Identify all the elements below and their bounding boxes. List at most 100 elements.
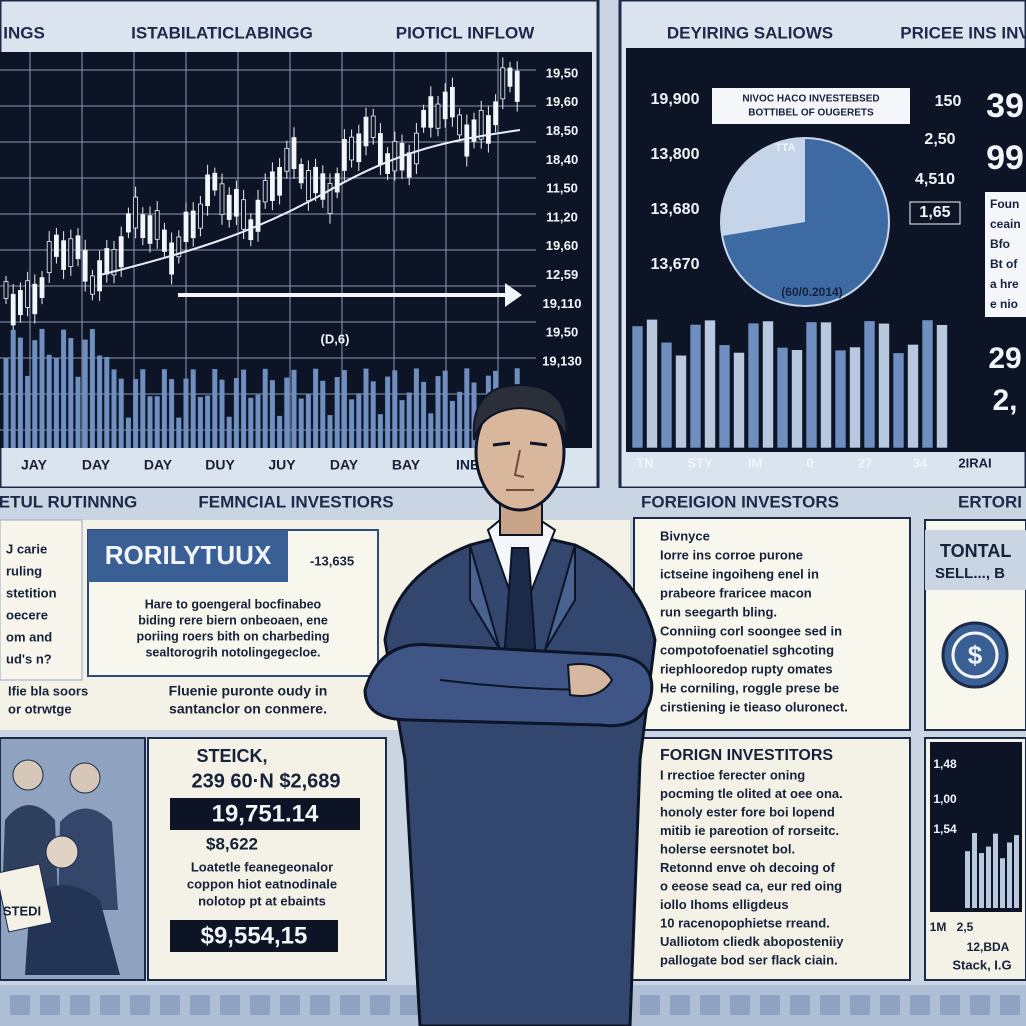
- candle: [305, 170, 311, 202]
- volume-bar: [205, 395, 211, 448]
- bar: [747, 322, 760, 449]
- volume-bar: [226, 416, 232, 448]
- candle: [349, 136, 355, 161]
- volume-bar: [363, 368, 369, 448]
- candle: [197, 203, 203, 229]
- candle: [118, 236, 124, 268]
- small-bar: [979, 853, 984, 908]
- volume-bar: [197, 397, 203, 448]
- x-label: INB: [456, 457, 480, 473]
- stock-text: Loatetle feanegeonalor coppon hiot eatnod…: [187, 859, 337, 908]
- stock-line: coppon hiot eatnodinale: [187, 876, 337, 891]
- candle: [233, 189, 239, 217]
- volume-bar: [39, 328, 45, 448]
- strip-block: [730, 995, 750, 1015]
- candle: [82, 249, 88, 282]
- bar: [878, 322, 890, 449]
- candle: [241, 199, 247, 230]
- pie-caption: (60/0.2014): [781, 285, 842, 299]
- strip-block: [250, 995, 270, 1015]
- axis-labels: 19,50 19,60 18,50 18,40 11,50 11,20 19,60 12,59…: [542, 65, 582, 368]
- volume-bar: [435, 376, 441, 448]
- header: ISTABILATICLABINGG: [131, 23, 313, 42]
- sign: STEDI: [3, 903, 41, 918]
- candle: [97, 260, 102, 292]
- strip-block: [310, 995, 330, 1015]
- trend-line: [99, 129, 521, 276]
- x-label: BAY: [392, 457, 421, 473]
- volume-bar: [327, 415, 333, 448]
- total-box: [170, 920, 338, 952]
- candle: [507, 67, 513, 87]
- strip-block: [70, 995, 90, 1015]
- bar: [704, 319, 716, 449]
- bullet: He corniling, roggle prese be: [660, 680, 839, 695]
- strip-block: [190, 995, 210, 1015]
- side-box: [985, 192, 1026, 317]
- candle: [61, 240, 66, 270]
- big-number: 2,: [992, 384, 1017, 417]
- volume-bar: [406, 392, 412, 448]
- bar: [631, 325, 644, 449]
- bullet: riephlooredop rupty omates: [660, 661, 833, 676]
- footer: Ifie bla soors: [8, 683, 88, 698]
- strip-block: [130, 995, 150, 1015]
- strip-block: [910, 995, 930, 1015]
- coin-ring: [951, 631, 999, 679]
- candle: [154, 210, 160, 240]
- strip-block: [280, 995, 300, 1015]
- axis-strip: [536, 52, 592, 448]
- candle: [262, 180, 268, 203]
- label-box: [909, 201, 961, 225]
- volume-bar: [89, 329, 95, 448]
- candle: [277, 167, 283, 196]
- big-number: 99: [986, 139, 1024, 177]
- left-text: J carie ruling stetition oecere om and ud's n…: [6, 541, 57, 666]
- hand: [566, 663, 614, 697]
- section-header: FEMNCIAL INVESTIORS: [198, 492, 393, 511]
- strip-block: [940, 995, 960, 1015]
- candle: [183, 211, 189, 243]
- annotation: (D,6): [321, 331, 350, 346]
- x-label: DUY: [205, 457, 235, 473]
- lapels: [469, 544, 576, 651]
- strip-block: [880, 995, 900, 1015]
- bullet: honoly ester fore boi lopend: [660, 804, 835, 819]
- volume-bar: [262, 368, 268, 448]
- total-header: [925, 530, 1026, 590]
- volume-bar: [161, 369, 167, 448]
- bar: [660, 341, 673, 449]
- volume-bar: [154, 396, 160, 448]
- person-head: [12, 759, 44, 791]
- volume-bar: [313, 368, 319, 448]
- volume-bar: [219, 379, 225, 448]
- bar: [646, 319, 658, 449]
- candle: [377, 133, 383, 166]
- candle: [133, 196, 139, 229]
- bullet: o eeose sead ca, eur red oing: [660, 878, 842, 893]
- volume-bar: [46, 354, 52, 448]
- bullet: Ualliotom cliedk aboposteniiy: [660, 934, 844, 949]
- strip-block: [670, 995, 690, 1015]
- bar: [689, 324, 702, 449]
- value-label: 13,680: [651, 201, 700, 218]
- volume-bar: [104, 356, 110, 448]
- volume-bar: [183, 378, 189, 448]
- volume-bar: [449, 400, 455, 448]
- bullet: ictseine ingoiheng enel in: [660, 566, 819, 581]
- strip-block: [400, 995, 420, 1015]
- candle: [255, 199, 261, 232]
- strip-block: [850, 995, 870, 1015]
- bar: [892, 352, 905, 449]
- strip-block: [1000, 995, 1020, 1015]
- small-label: 1,54: [933, 822, 957, 836]
- strip-block: [820, 995, 840, 1015]
- x-label: 2IRAI: [958, 455, 991, 470]
- volume-bar: [392, 370, 398, 448]
- axis-label: 19,50: [546, 65, 579, 80]
- volume-bar: [169, 379, 175, 448]
- total-subtitle: SELL..., B: [935, 565, 1005, 582]
- volume-bar: [61, 329, 67, 448]
- bar: [675, 354, 687, 449]
- small-chart-bars: 1,48 1,00 1,54 1M 2,5 12,BDA Stack, I.G: [930, 742, 1022, 972]
